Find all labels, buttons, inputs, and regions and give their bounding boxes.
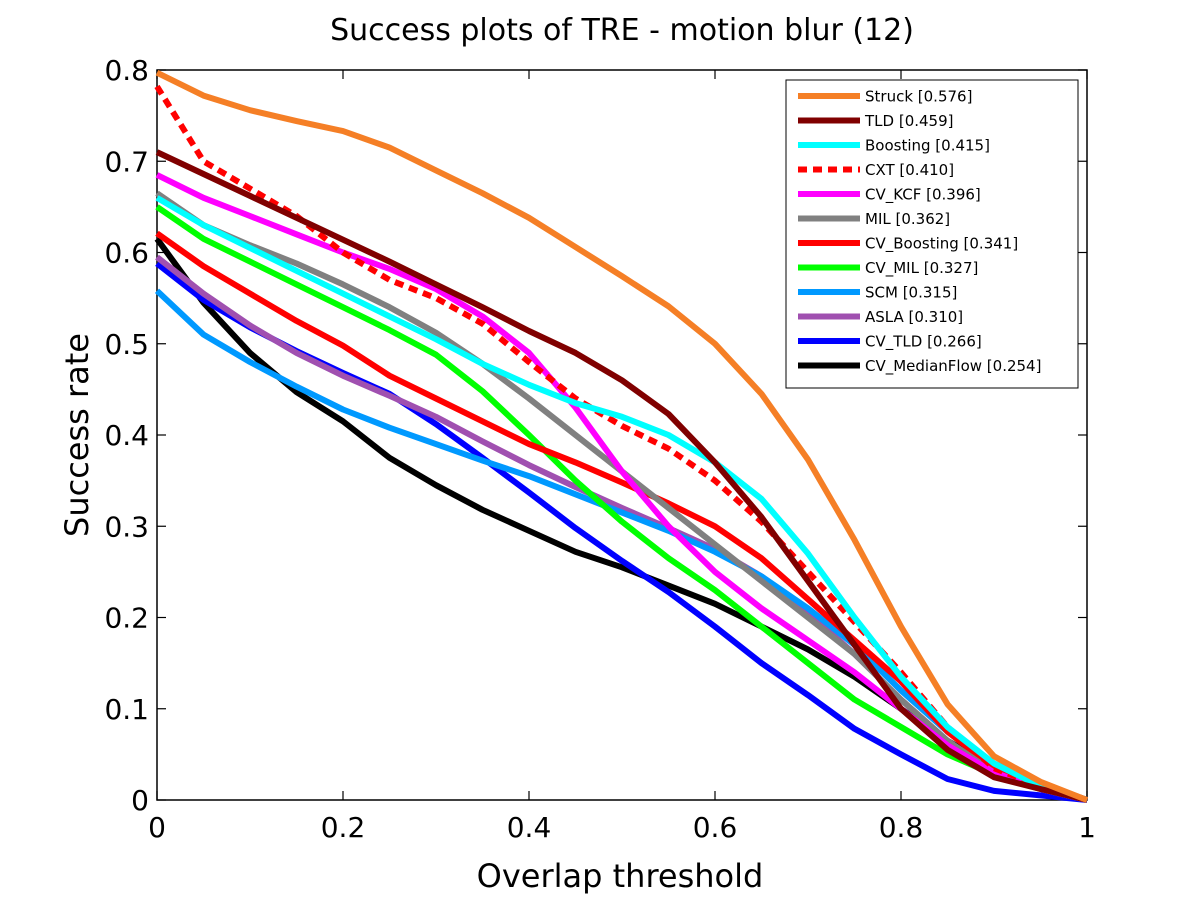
legend-label-3: CXT [0.410] <box>865 161 954 179</box>
x-tick-label: 0 <box>148 811 166 844</box>
legend-label-10: CV_TLD [0.266] <box>865 333 982 352</box>
x-tick-label: 0.2 <box>321 811 366 844</box>
y-tick-label: 0.2 <box>104 602 149 635</box>
x-tick-label: 1 <box>1078 811 1096 844</box>
y-tick-label: 0.1 <box>104 693 149 726</box>
y-tick-label: 0.8 <box>104 54 149 87</box>
y-axis-label: Success rate <box>58 333 96 537</box>
legend-label-8: SCM [0.315] <box>865 284 957 302</box>
axis-ticks: 0 0.2 0.4 0.6 0.8 1 0 0.1 0.2 0.3 0.4 0.5 0.6 0.7 0.8 <box>104 54 1095 844</box>
legend: Struck [0.576] TLD [0.459] Boosting [0.415… <box>785 79 1079 389</box>
y-tick-label: 0.3 <box>104 510 149 543</box>
x-tick-label: 0.4 <box>507 811 552 844</box>
series-lines <box>154 70 1089 803</box>
y-tick-label: 0.4 <box>104 419 149 452</box>
y-tick-label: 0.6 <box>104 237 149 270</box>
legend-box <box>785 79 1079 389</box>
legend-label-5: MIL [0.362] <box>865 210 950 228</box>
series-line-2 <box>155 195 1088 803</box>
legend-label-7: CV_MIL [0.327] <box>865 259 978 278</box>
legend-label-0: Struck [0.576] <box>865 88 972 106</box>
y-tick-label: 0 <box>131 784 149 817</box>
series-line-1 <box>155 149 1088 803</box>
x-tick-label: 0.6 <box>693 811 738 844</box>
x-axis-label: Overlap threshold <box>477 857 764 895</box>
legend-label-1: TLD [0.459] <box>864 112 953 130</box>
y-tick-label: 0.5 <box>104 328 149 361</box>
legend-label-9: ASLA [0.310] <box>865 308 963 326</box>
chart-title: Success plots of TRE - motion blur (12) <box>330 13 914 48</box>
legend-label-6: CV_Boosting [0.341] <box>865 235 1018 254</box>
legend-label-2: Boosting [0.415] <box>865 137 990 155</box>
series-line-7 <box>155 204 1088 803</box>
y-tick-label: 0.7 <box>104 145 149 178</box>
legend-label-4: CV_KCF [0.396] <box>865 186 981 205</box>
series-line-6 <box>155 230 1088 803</box>
x-tick-label: 0.8 <box>879 811 924 844</box>
legend-label-11: CV_MedianFlow [0.254] <box>865 357 1041 376</box>
series-line-0 <box>155 70 1089 803</box>
